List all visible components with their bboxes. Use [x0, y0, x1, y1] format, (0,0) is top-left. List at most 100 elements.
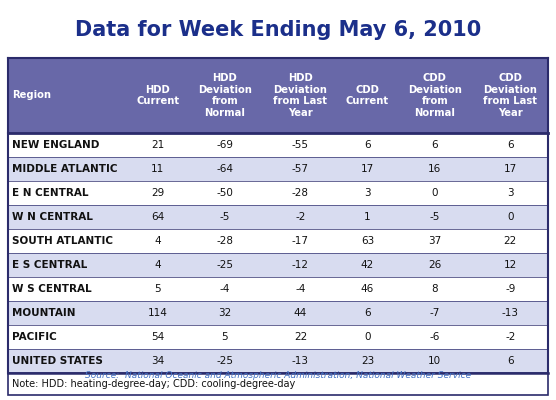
- Bar: [128, 58, 187, 133]
- Text: -25: -25: [216, 356, 234, 366]
- Bar: [338, 301, 397, 325]
- Bar: [8, 373, 548, 395]
- Text: E S CENTRAL: E S CENTRAL: [12, 260, 87, 270]
- Text: -5: -5: [429, 212, 440, 222]
- Bar: [262, 229, 338, 253]
- Text: CDD
Current: CDD Current: [346, 85, 389, 106]
- Bar: [8, 157, 128, 181]
- Text: 3: 3: [507, 188, 514, 198]
- Text: 6: 6: [507, 356, 514, 366]
- Bar: [473, 301, 548, 325]
- Bar: [262, 325, 338, 349]
- Bar: [128, 229, 187, 253]
- Bar: [187, 181, 262, 205]
- Text: 63: 63: [361, 236, 374, 246]
- Bar: [338, 277, 397, 301]
- Bar: [262, 181, 338, 205]
- Bar: [187, 277, 262, 301]
- Text: -12: -12: [292, 260, 309, 270]
- Bar: [262, 253, 338, 277]
- Text: HDD
Deviation
from
Normal: HDD Deviation from Normal: [198, 73, 252, 118]
- Bar: [187, 253, 262, 277]
- Text: 4: 4: [155, 236, 161, 246]
- Bar: [397, 133, 473, 157]
- Bar: [128, 349, 187, 373]
- Text: -28: -28: [216, 236, 234, 246]
- Text: 11: 11: [151, 164, 165, 174]
- Bar: [128, 181, 187, 205]
- Text: Source:  National Oceanic and Atmospheric Administration, National Weather Servi: Source: National Oceanic and Atmospheric…: [85, 370, 471, 380]
- Text: 12: 12: [504, 260, 517, 270]
- Bar: [397, 205, 473, 229]
- Bar: [8, 133, 128, 157]
- Bar: [187, 349, 262, 373]
- Bar: [397, 181, 473, 205]
- Bar: [397, 277, 473, 301]
- Bar: [397, 349, 473, 373]
- Text: 32: 32: [218, 308, 231, 318]
- Text: SOUTH ATLANTIC: SOUTH ATLANTIC: [12, 236, 113, 246]
- Text: 1: 1: [364, 212, 371, 222]
- Text: 22: 22: [294, 332, 307, 342]
- Text: HDD
Deviation
from Last
Year: HDD Deviation from Last Year: [274, 73, 327, 118]
- Bar: [473, 229, 548, 253]
- Text: -57: -57: [292, 164, 309, 174]
- Bar: [397, 301, 473, 325]
- Text: 6: 6: [431, 140, 438, 150]
- Bar: [128, 133, 187, 157]
- Bar: [187, 58, 262, 133]
- Bar: [8, 229, 128, 253]
- Bar: [397, 325, 473, 349]
- Bar: [338, 253, 397, 277]
- Text: 21: 21: [151, 140, 165, 150]
- Bar: [262, 133, 338, 157]
- Text: 22: 22: [504, 236, 517, 246]
- Bar: [338, 205, 397, 229]
- Text: -28: -28: [292, 188, 309, 198]
- Bar: [128, 157, 187, 181]
- Text: 26: 26: [428, 260, 441, 270]
- Text: -7: -7: [429, 308, 440, 318]
- Bar: [187, 325, 262, 349]
- Text: 37: 37: [428, 236, 441, 246]
- Text: MIDDLE ATLANTIC: MIDDLE ATLANTIC: [12, 164, 117, 174]
- Bar: [473, 133, 548, 157]
- Bar: [187, 205, 262, 229]
- Bar: [187, 229, 262, 253]
- Bar: [8, 58, 128, 133]
- Bar: [473, 205, 548, 229]
- Bar: [262, 58, 338, 133]
- Text: 17: 17: [504, 164, 517, 174]
- Bar: [262, 277, 338, 301]
- Bar: [128, 325, 187, 349]
- Text: 5: 5: [155, 284, 161, 294]
- Text: -9: -9: [505, 284, 515, 294]
- Text: -55: -55: [292, 140, 309, 150]
- Text: W N CENTRAL: W N CENTRAL: [12, 212, 93, 222]
- Text: 8: 8: [431, 284, 438, 294]
- Bar: [8, 205, 128, 229]
- Bar: [8, 301, 128, 325]
- Text: W S CENTRAL: W S CENTRAL: [12, 284, 92, 294]
- Text: 0: 0: [507, 212, 514, 222]
- Text: Region: Region: [12, 90, 51, 100]
- Text: -13: -13: [292, 356, 309, 366]
- Bar: [473, 349, 548, 373]
- Text: 6: 6: [507, 140, 514, 150]
- Text: 64: 64: [151, 212, 165, 222]
- Bar: [338, 229, 397, 253]
- Text: -2: -2: [295, 212, 306, 222]
- Text: -50: -50: [216, 188, 234, 198]
- Text: MOUNTAIN: MOUNTAIN: [12, 308, 76, 318]
- Text: 34: 34: [151, 356, 165, 366]
- Bar: [473, 325, 548, 349]
- Text: 4: 4: [155, 260, 161, 270]
- Text: -69: -69: [216, 140, 234, 150]
- Text: Data for Week Ending May 6, 2010: Data for Week Ending May 6, 2010: [75, 20, 481, 40]
- Bar: [338, 157, 397, 181]
- Bar: [187, 301, 262, 325]
- Bar: [338, 133, 397, 157]
- Text: 3: 3: [364, 188, 371, 198]
- Text: UNITED STATES: UNITED STATES: [12, 356, 103, 366]
- Text: -6: -6: [429, 332, 440, 342]
